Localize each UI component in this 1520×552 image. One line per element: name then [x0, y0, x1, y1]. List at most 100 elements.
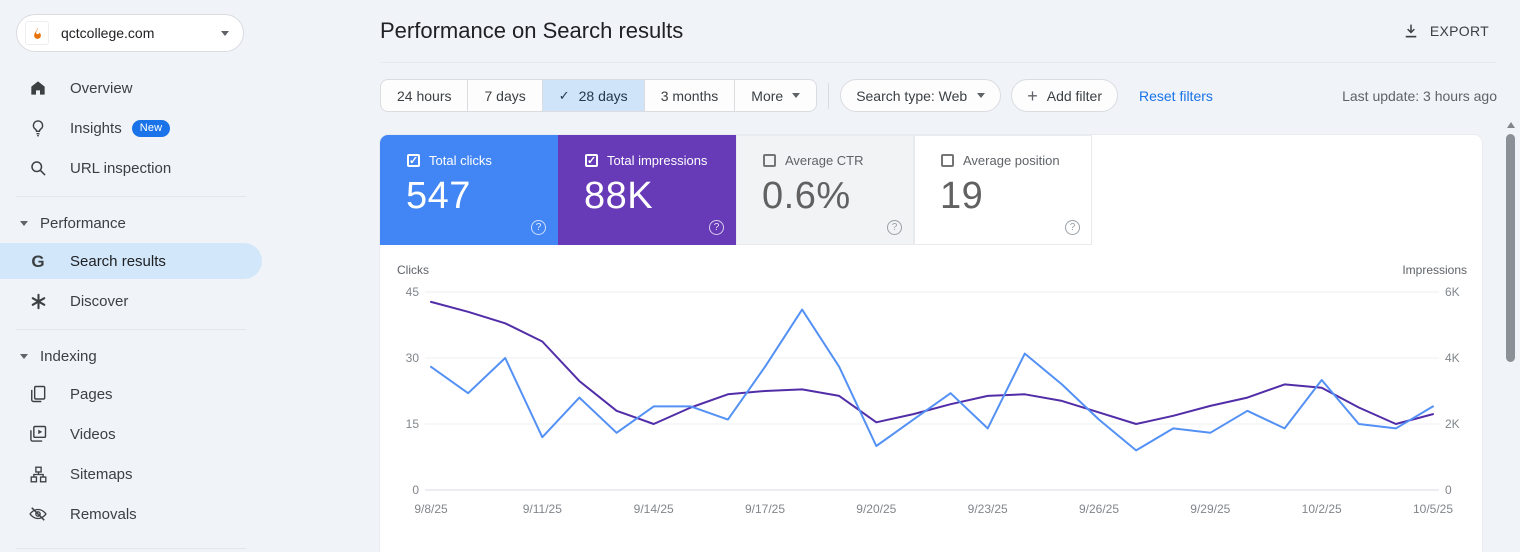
svg-text:9/14/25: 9/14/25 [634, 502, 674, 516]
svg-text:0: 0 [412, 483, 419, 497]
sidebar: qctcollege.com Overview Insights New [0, 0, 262, 552]
new-badge: New [131, 119, 171, 137]
export-button[interactable]: EXPORT [1394, 16, 1497, 46]
metric-tile-average-position[interactable]: Average position 19 ? [914, 135, 1092, 245]
sidebar-item-label: Videos [70, 425, 116, 443]
svg-text:9/11/25: 9/11/25 [523, 502, 562, 516]
metric-tile-total-clicks[interactable]: Total clicks 547 ? [380, 135, 558, 245]
sidebar-item-label: Sitemaps [70, 465, 133, 483]
svg-text:10/5/25: 10/5/25 [1413, 502, 1453, 516]
search-type-dropdown[interactable]: Search type: Web [840, 79, 1002, 112]
sidebar-item-discover[interactable]: Discover [0, 281, 262, 321]
metric-label: Average position [963, 153, 1060, 168]
sidebar-item-label: Discover [70, 292, 129, 310]
home-icon [28, 78, 48, 98]
vertical-scrollbar [1504, 120, 1518, 552]
sidebar-section-performance[interactable]: Performance [0, 205, 262, 241]
metric-tile-total-impressions[interactable]: Total impressions 88K ? [558, 135, 736, 245]
sidebar-item-search-results[interactable]: G Search results [0, 243, 262, 279]
sidebar-item-label: Insights [70, 119, 122, 137]
svg-text:30: 30 [406, 351, 420, 365]
divider [828, 82, 830, 109]
svg-text:9/23/25: 9/23/25 [968, 502, 1008, 516]
help-icon[interactable]: ? [531, 220, 546, 235]
sidebar-item-videos[interactable]: Videos [0, 414, 262, 454]
sidebar-item-overview[interactable]: Overview [0, 68, 262, 108]
chevron-down-icon [977, 93, 986, 98]
svg-text:10/2/25: 10/2/25 [1302, 502, 1342, 516]
divider [16, 196, 246, 197]
add-filter-button[interactable]: + Add filter [1011, 79, 1118, 112]
eye-off-icon [28, 504, 48, 524]
section-label: Performance [40, 214, 126, 232]
sidebar-item-label: URL inspection [70, 159, 172, 177]
svg-text:15: 15 [406, 417, 420, 431]
metric-value: 88K [584, 175, 654, 217]
chevron-down-icon [20, 220, 28, 226]
download-icon [1402, 22, 1420, 40]
sidebar-nav: Overview Insights New URL ins [0, 68, 262, 552]
svg-text:9/29/25: 9/29/25 [1190, 502, 1230, 516]
svg-text:9/17/25: 9/17/25 [745, 502, 785, 516]
sidebar-item-label: Overview [70, 79, 133, 97]
property-selector[interactable]: qctcollege.com [16, 14, 244, 52]
range-chip-24-hours[interactable]: 24 hours [381, 80, 469, 111]
clicks-impressions-line-chart: 45 30 15 0 6K 4K 2K 0 Clicks Impressions 9/8/25 9/1… [397, 263, 1467, 516]
sidebar-section-indexing[interactable]: Indexing [0, 338, 262, 374]
range-chip-3-months[interactable]: 3 months [645, 80, 736, 111]
sidebar-item-label: Removals [70, 505, 137, 523]
help-icon[interactable]: ? [1065, 220, 1080, 235]
divider [16, 329, 246, 330]
svg-text:6K: 6K [1445, 285, 1460, 299]
lightbulb-icon [28, 118, 48, 138]
metric-value: 19 [940, 175, 984, 217]
help-icon[interactable]: ? [709, 220, 724, 235]
svg-text:9/26/25: 9/26/25 [1079, 502, 1119, 516]
site-favicon-icon [25, 21, 49, 45]
metric-checkbox[interactable] [941, 154, 954, 167]
check-icon: ✓ [558, 87, 570, 103]
svg-text:0: 0 [1445, 483, 1452, 497]
metric-checkbox[interactable] [763, 154, 776, 167]
search-icon [28, 158, 48, 178]
filter-bar: 24 hours 7 days ✓ 28 days 3 months More … [380, 79, 1497, 112]
chevron-down-icon [792, 93, 801, 98]
performance-card: Total clicks 547 ? Total impressions 88K… [380, 135, 1482, 552]
last-update-text: Last update: 3 hours ago [1342, 87, 1497, 104]
metric-value: 0.6% [762, 175, 851, 217]
sidebar-item-sitemaps[interactable]: Sitemaps [0, 454, 262, 494]
date-range-group: 24 hours 7 days ✓ 28 days 3 months More [380, 79, 818, 112]
pages-icon [28, 384, 48, 404]
google-g-icon: G [31, 251, 45, 271]
sidebar-item-pages[interactable]: Pages [0, 374, 262, 414]
property-domain: qctcollege.com [61, 25, 155, 41]
range-chip-28-days[interactable]: ✓ 28 days [542, 80, 645, 111]
sidebar-item-insights[interactable]: Insights New [0, 108, 262, 148]
svg-text:45: 45 [406, 285, 420, 299]
scrollbar-thumb[interactable] [1506, 134, 1515, 362]
sidebar-item-url-inspection[interactable]: URL inspection [0, 148, 262, 188]
video-library-icon [28, 424, 48, 444]
scroll-up-arrow-icon[interactable] [1507, 122, 1515, 128]
range-chip-more[interactable]: More [735, 80, 816, 111]
help-icon[interactable]: ? [887, 220, 902, 235]
metric-checkbox[interactable] [407, 154, 420, 167]
divider [16, 548, 246, 549]
svg-text:Clicks: Clicks [397, 263, 429, 277]
sidebar-item-removals[interactable]: Removals [0, 494, 262, 534]
svg-text:4K: 4K [1445, 351, 1460, 365]
reset-filters-link[interactable]: Reset filters [1138, 87, 1213, 104]
chevron-down-icon [221, 30, 229, 36]
svg-text:Impressions: Impressions [1402, 263, 1467, 277]
sidebar-item-label: Search results [70, 252, 166, 270]
svg-text:2K: 2K [1445, 417, 1460, 431]
metric-tile-average-ctr[interactable]: Average CTR 0.6% ? [736, 135, 914, 245]
metric-label: Average CTR [785, 153, 864, 168]
chevron-down-icon [20, 353, 28, 359]
metric-checkbox[interactable] [585, 154, 598, 167]
svg-text:9/8/25: 9/8/25 [414, 502, 448, 516]
asterisk-icon [28, 291, 48, 311]
range-chip-7-days[interactable]: 7 days [468, 80, 543, 111]
sidebar-item-label: Pages [70, 385, 113, 403]
